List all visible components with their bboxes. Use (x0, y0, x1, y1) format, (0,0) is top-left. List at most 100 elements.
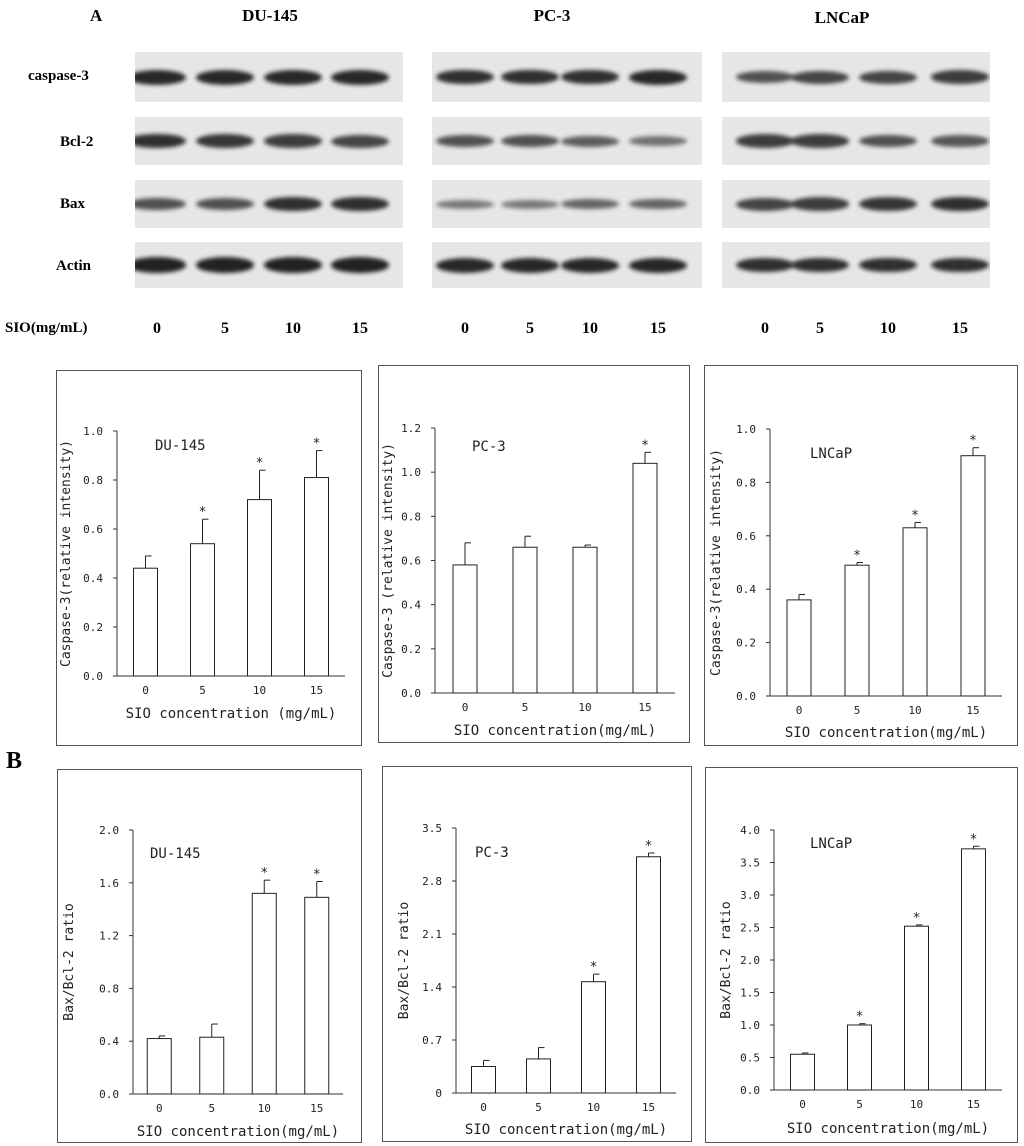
y-tick-label: 2.0 (740, 954, 760, 967)
dose-label-value: 5 (816, 320, 824, 337)
bar (304, 896, 330, 1095)
blot-band (791, 134, 849, 148)
blot-lncap-actin (722, 242, 990, 288)
blot-pc3-actin (432, 242, 702, 288)
bar (304, 477, 329, 677)
y-tick-label: 3.5 (740, 857, 760, 870)
x-tick-label: 0 (462, 701, 469, 714)
bar (790, 1053, 815, 1091)
chart-title: DU-145 (155, 438, 206, 454)
dose-label-value: 10 (582, 320, 598, 337)
y-tick-label: 0.6 (83, 523, 103, 536)
y-tick-label: 0.4 (83, 572, 103, 585)
panel-a-label: A (90, 6, 103, 25)
row-label-caspase3: caspase-3 (28, 68, 89, 84)
blot-band (135, 133, 186, 149)
x-axis-label: SIO concentration(mg/mL) (787, 1121, 989, 1137)
bar (961, 848, 986, 1091)
blot-band (196, 198, 254, 210)
y-tick-label: 0.0 (740, 1084, 760, 1097)
blot-band (561, 198, 619, 210)
chart-title: PC-3 (475, 845, 509, 861)
significance-star: * (256, 456, 264, 471)
blot-band (736, 134, 794, 148)
significance-star: * (590, 960, 598, 975)
dose-label-value: 5 (221, 320, 229, 337)
blot-du145-caspase3 (135, 52, 403, 102)
dose-label-value: 5 (526, 320, 534, 337)
y-tick-label: 0.0 (401, 687, 421, 700)
x-tick-label: 10 (258, 1102, 271, 1115)
y-tick-label: 1.0 (83, 425, 103, 438)
blot-band (629, 136, 687, 146)
chart-title: DU-145 (150, 846, 201, 862)
significance-star: * (199, 505, 207, 520)
blot-band (135, 198, 186, 210)
blot-band (931, 70, 989, 84)
x-axis-label: SIO concentration(mg/mL) (454, 723, 656, 739)
blot-band (501, 199, 559, 209)
x-tick-label: 5 (522, 701, 529, 714)
blot-band (436, 257, 494, 273)
blot-band (791, 197, 849, 211)
y-axis-label: Caspase-3(relative intensity) (59, 440, 74, 667)
row-label-actin: Actin (56, 258, 91, 274)
y-axis-label: Bax/Bcl-2 ratio (719, 901, 734, 1018)
y-tick-label: 0.2 (401, 643, 421, 656)
blot-band (264, 257, 322, 273)
y-tick-label: 2.0 (99, 824, 119, 837)
x-tick-label: 5 (199, 684, 206, 697)
y-tick-label: 0.0 (83, 670, 103, 683)
bar (581, 981, 606, 1094)
blot-title-lncap: LNCaP (814, 8, 870, 27)
y-tick-label: 2.8 (422, 875, 442, 888)
y-tick-label: 2.5 (740, 922, 760, 935)
significance-star: * (645, 839, 653, 854)
row-label-bcl2: Bcl-2 (60, 134, 94, 150)
blot-band (501, 135, 559, 147)
x-tick-label: 0 (799, 1098, 806, 1111)
x-tick-label: 0 (156, 1102, 163, 1115)
bar (904, 925, 929, 1091)
y-tick-label: 0.8 (83, 474, 103, 487)
x-tick-label: 5 (854, 704, 861, 717)
x-tick-label: 5 (535, 1101, 542, 1114)
y-tick-label: 1.4 (422, 981, 442, 994)
chart-title: LNCaP (810, 446, 852, 462)
y-tick-label: 0.7 (422, 1034, 442, 1047)
y-axis-label: Caspase-3(relative intensity) (709, 449, 724, 676)
blot-band (196, 257, 254, 273)
y-tick-label: 0.8 (736, 476, 756, 489)
x-tick-label: 15 (638, 701, 651, 714)
blot-pc3-bax (432, 180, 702, 228)
x-tick-label: 10 (908, 704, 921, 717)
blot-du145-bax (135, 180, 403, 228)
blot-band (331, 257, 389, 273)
bar (526, 1058, 551, 1094)
y-tick-label: 0.0 (99, 1088, 119, 1101)
blot-band (629, 69, 687, 85)
x-tick-label: 10 (587, 1101, 600, 1114)
blot-band (331, 196, 389, 212)
bar (471, 1066, 496, 1094)
blot-band (501, 69, 559, 85)
bar (786, 599, 812, 697)
blot-band (264, 196, 322, 212)
blot-band (931, 196, 989, 212)
x-tick-label: 0 (480, 1101, 487, 1114)
y-tick-label: 0.4 (99, 1035, 119, 1048)
blot-band (436, 199, 494, 209)
significance-star: * (260, 866, 268, 881)
x-tick-label: 0 (142, 684, 149, 697)
x-axis-label: SIO concentration(mg/mL) (137, 1124, 339, 1140)
y-tick-label: 0.5 (740, 1052, 760, 1065)
chart-title: LNCaP (810, 836, 852, 852)
y-tick-label: 1.6 (99, 877, 119, 890)
blot-band (859, 70, 917, 84)
dose-label-value: 0 (153, 320, 161, 337)
y-tick-label: 1.0 (740, 1019, 760, 1032)
significance-star: * (969, 434, 977, 449)
dose-label-value: 15 (952, 320, 968, 337)
x-axis-label: SIO concentration(mg/mL) (465, 1122, 667, 1138)
x-tick-label: 15 (966, 704, 979, 717)
